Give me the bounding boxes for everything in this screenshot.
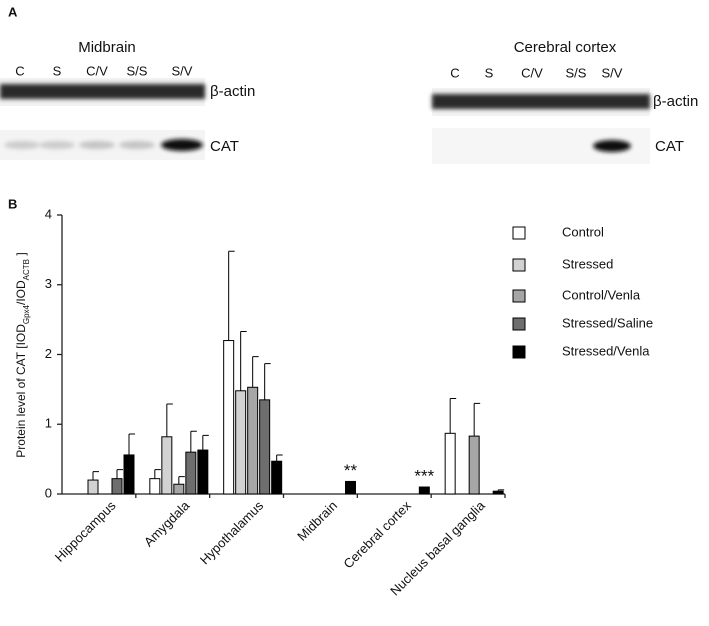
blot-title: Cerebral cortex — [514, 39, 617, 56]
y-tick-label: 3 — [45, 276, 52, 291]
significance: ** — [344, 461, 358, 480]
error-bar — [202, 434, 209, 451]
y-tick-label: 2 — [45, 346, 52, 361]
legend-swatch — [512, 226, 526, 240]
y-label-part: ] — [14, 252, 28, 259]
bar — [161, 436, 173, 495]
bar — [235, 390, 247, 495]
band-label: β-actin — [210, 83, 255, 100]
error-bar — [240, 330, 247, 391]
bar — [247, 386, 259, 495]
significance: *** — [414, 467, 434, 486]
error-bar — [264, 363, 271, 400]
bar — [87, 479, 99, 495]
bar — [271, 460, 283, 495]
y-label-part: ACTB — [22, 259, 31, 280]
band-label: β-actin — [653, 93, 698, 110]
lane-label: C/V — [86, 63, 108, 78]
y-label-part: Protein level of CAT [IOD — [14, 324, 28, 458]
legend-label: Stressed/Venla — [562, 343, 650, 358]
x-tick-label: Hippocampus — [52, 498, 119, 565]
bar — [444, 432, 456, 495]
y-tick-label: 1 — [45, 416, 52, 431]
bar — [468, 435, 480, 495]
legend-label: Stressed/Saline — [562, 315, 653, 330]
bar — [149, 478, 161, 495]
blot-cortex — [432, 88, 650, 164]
bar — [223, 340, 235, 495]
legend-swatch — [512, 317, 526, 331]
error-bar — [116, 469, 123, 479]
panel-label: B — [8, 196, 17, 211]
bar — [185, 451, 197, 495]
y-label-part: /IOD — [14, 280, 28, 305]
error-bar — [252, 356, 259, 388]
bar — [197, 449, 209, 495]
lane-label: S/S — [127, 63, 148, 78]
legend-label: Control — [562, 224, 604, 239]
bar — [123, 454, 135, 495]
bar — [418, 486, 430, 495]
error-bar — [92, 471, 99, 481]
error-bar — [473, 402, 481, 437]
error-bar — [497, 489, 505, 492]
x-tick-label: Hypothalamus — [197, 498, 267, 568]
error-bar — [128, 433, 135, 455]
lane-label: C/V — [521, 65, 543, 80]
y-axis-label: Protein level of CAT [IODGpx4/IODACTB ] — [14, 252, 30, 457]
lane-label: C — [450, 65, 459, 80]
bar — [492, 490, 504, 495]
x-tick-label: Midbrain — [294, 498, 340, 544]
lane-label: S/V — [172, 63, 193, 78]
lane-label: S/S — [566, 65, 587, 80]
x-tick-label: Amygdala — [141, 497, 193, 549]
legend-label: Control/Venla — [562, 287, 641, 302]
legend-swatch — [512, 289, 526, 303]
y-tick-label: 0 — [45, 485, 52, 500]
bar — [345, 480, 356, 495]
lane-label: S/V — [602, 65, 623, 80]
bar — [173, 483, 185, 495]
error-bar — [178, 476, 185, 485]
legend-swatch — [512, 258, 526, 272]
legend-label: Stressed — [562, 256, 613, 271]
y-tick-label: 4 — [45, 206, 52, 221]
band-label: CAT — [655, 138, 684, 155]
band-label: CAT — [210, 138, 239, 155]
lane-label: S — [485, 65, 494, 80]
legend-swatch — [512, 345, 526, 359]
lane-label: S — [53, 63, 62, 78]
bar — [111, 478, 123, 495]
panel-label: A — [8, 4, 18, 19]
error-bar — [228, 250, 235, 341]
error-bar — [154, 469, 161, 479]
x-tick-label: Cerebral cortex — [340, 498, 414, 572]
bar — [259, 399, 271, 495]
error-bar — [190, 430, 197, 453]
error-bar — [166, 403, 173, 437]
lane-label: C — [15, 63, 24, 78]
blot-title: Midbrain — [78, 39, 136, 56]
error-bar — [276, 454, 283, 462]
error-bar — [449, 397, 457, 434]
y-label-part: Gpx4 — [22, 304, 31, 324]
blot-midbrain — [0, 78, 205, 160]
